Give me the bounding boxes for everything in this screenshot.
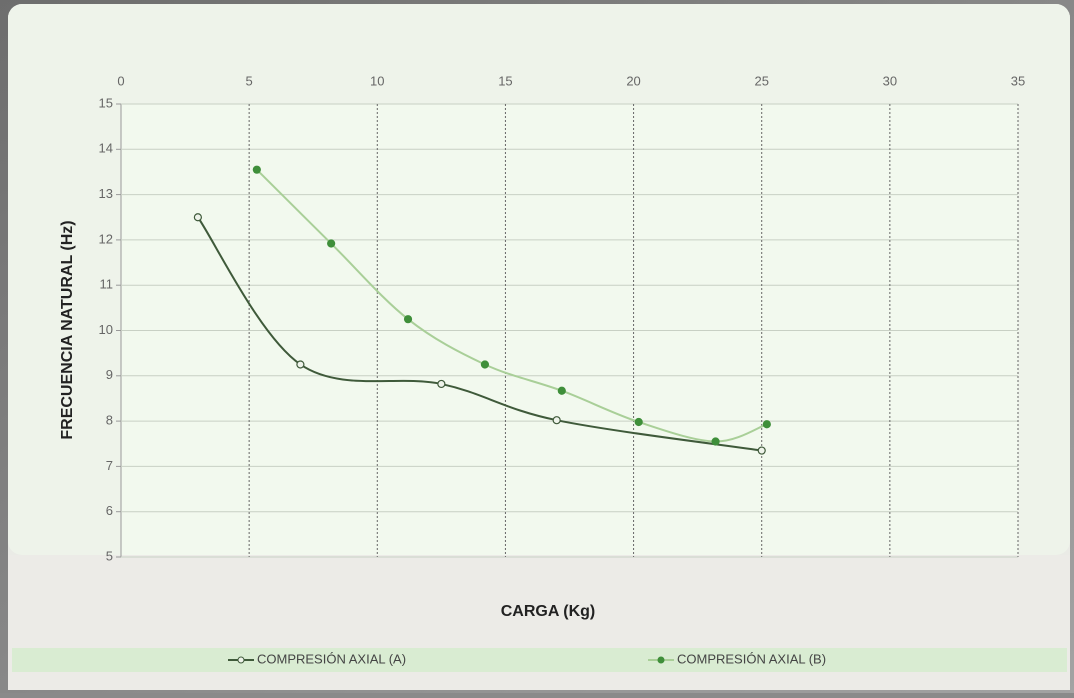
y-tick-label: 12 [99,231,113,246]
point [757,446,766,455]
legend-marker [237,656,245,664]
point [296,360,305,369]
point [762,420,771,429]
point [252,165,261,174]
point [480,360,490,369]
legend-strip [12,648,1067,672]
point [403,315,413,324]
x-tick-label: 5 [246,73,253,88]
x-tick-label: 20 [626,73,640,88]
point [711,437,720,446]
y-tick-label: 6 [106,503,113,518]
legend-label: COMPRESIÓN AXIAL (B) [677,651,826,666]
legend-marker [657,656,665,664]
x-tick-label: 10 [370,73,384,88]
y-tick-label: 10 [99,322,113,337]
point [193,213,202,222]
point [327,239,336,248]
point [437,379,446,389]
y-tick-label: 7 [106,458,113,473]
x-axis-title: CARGA (Kg) [501,603,596,620]
x-tick-label: 35 [1011,73,1025,88]
point [552,416,561,425]
point [634,417,643,427]
y-tick-label: 11 [100,277,114,292]
x-tick-label: 25 [754,73,768,88]
point [557,386,566,395]
x-tick-label: 30 [883,73,897,88]
y-tick-label: 8 [106,413,113,428]
legend-label: COMPRESIÓN AXIAL (A) [257,651,406,666]
y-tick-label: 14 [99,141,113,156]
x-tick-label: 0 [117,73,124,88]
y-tick-label: 5 [106,548,113,563]
y-tick-label: 15 [99,95,113,110]
x-tick-label: 15 [498,73,512,88]
y-tick-label: 9 [106,367,113,382]
y-axis-title: FRECUENCIA NATURAL (Hz) [59,220,76,439]
y-tick-label: 13 [99,186,113,201]
